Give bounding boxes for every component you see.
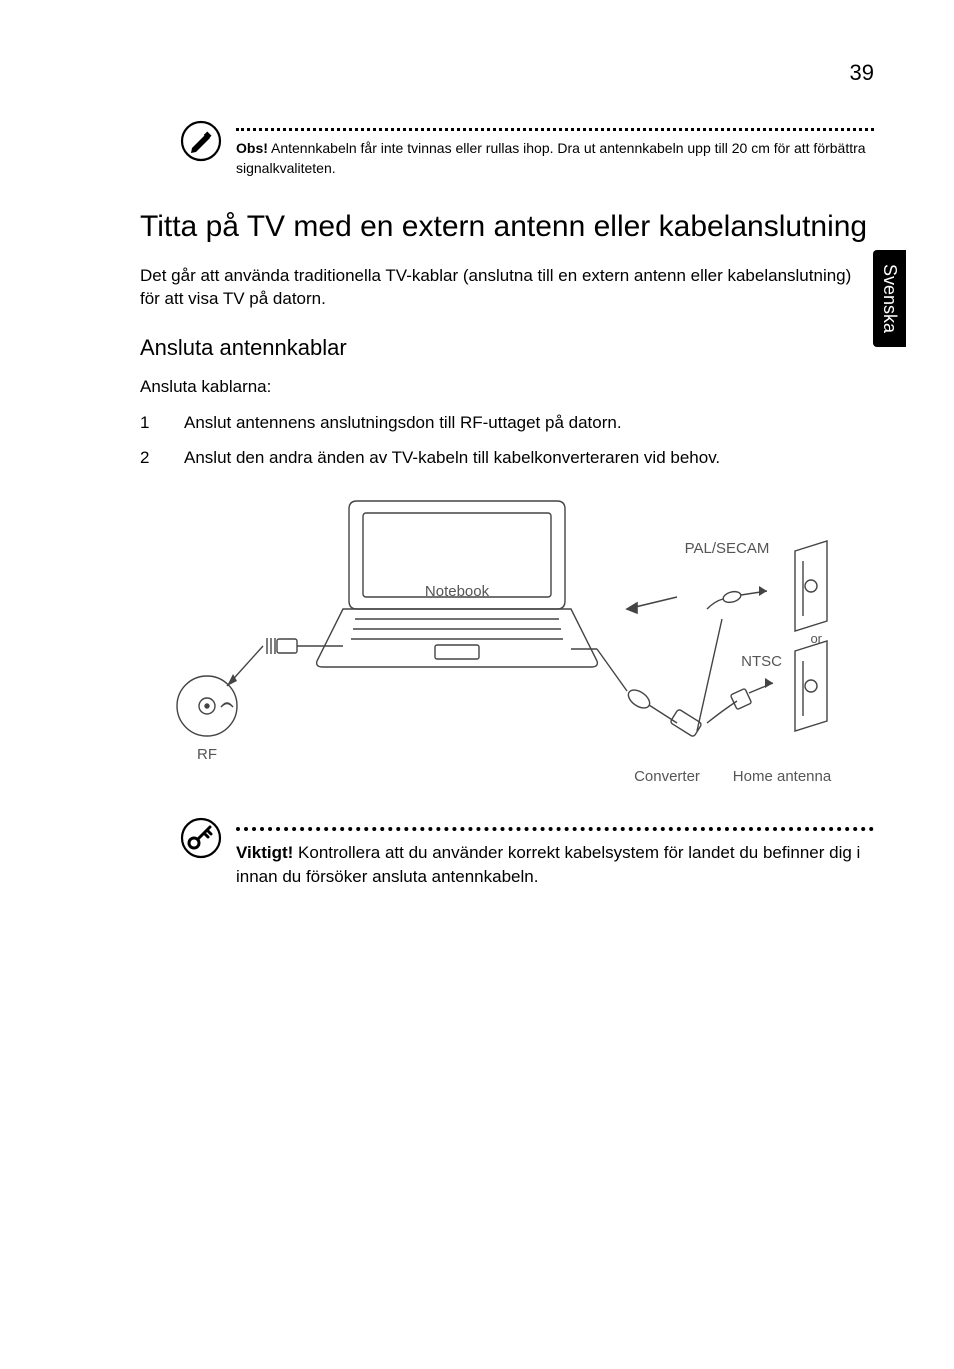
steps-list: 1 Anslut antennens anslutningsdon till R… (140, 411, 874, 470)
svg-text:Converter: Converter (634, 768, 700, 785)
list-item: 1 Anslut antennens anslutningsdon till R… (140, 411, 874, 436)
note-block: Obs! Antennkabeln får inte tvinnas eller… (180, 120, 874, 178)
important-block: Viktigt! Kontrollera att du använder kor… (180, 817, 874, 890)
pencil-note-icon (180, 120, 222, 162)
key-important-icon (180, 817, 222, 859)
svg-text:PAL/SECAM: PAL/SECAM (685, 540, 770, 557)
svg-text:Notebook: Notebook (425, 583, 490, 600)
section-title: Titta på TV med en extern antenn eller k… (140, 208, 874, 246)
divider (236, 827, 874, 831)
svg-text:RF: RF (197, 746, 217, 763)
connection-diagram: Notebook RF (140, 491, 874, 791)
important-text: Viktigt! Kontrollera att du använder kor… (236, 841, 874, 890)
page-number: 39 (850, 60, 874, 86)
note-text: Obs! Antennkabeln får inte tvinnas eller… (236, 139, 874, 178)
intro-paragraph: Det går att använda traditionella TV-kab… (140, 264, 874, 312)
svg-text:Home antenna: Home antenna (733, 768, 832, 785)
subsection-title: Ansluta antennkablar (140, 335, 874, 361)
language-tab: Svenska (873, 250, 906, 347)
divider (236, 128, 874, 131)
list-item: 2 Anslut den andra änden av TV-kabeln ti… (140, 446, 874, 471)
svg-text:NTSC: NTSC (741, 653, 782, 670)
list-intro: Ansluta kablarna: (140, 377, 874, 397)
